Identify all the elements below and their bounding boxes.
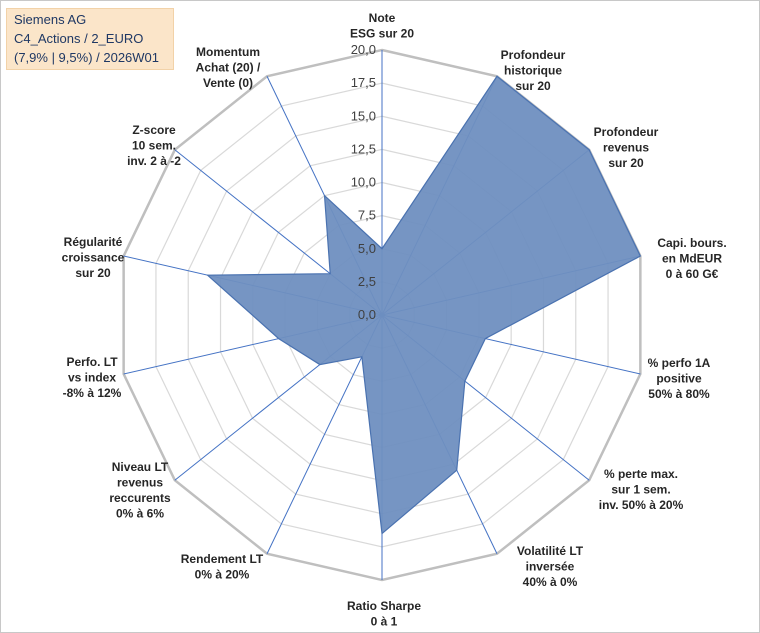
radar-tick-labels: 0,0 2,5 5,0 7,5 10,0 12,5 15,0 17,5 20,0: [351, 42, 376, 322]
axis-label-1: Note ESG sur 20: [350, 11, 414, 41]
axis-label-14: Momentum Achat (20) / Vente (0): [196, 45, 261, 90]
axis-label-9: Rendement LT 0% à 20%: [181, 552, 264, 582]
tick-label: 15,0: [351, 108, 376, 123]
company-name: Siemens AG: [14, 12, 87, 27]
axis-label-13: Z-score 10 sem. inv. 2 à -2: [127, 123, 181, 168]
tick-label: 0,0: [358, 307, 376, 322]
performance-period: (7,9% | 9,5%) / 2026W01: [14, 50, 160, 65]
series-area: [206, 75, 642, 535]
axis-label-10: Niveau LT revenus reccurents 0% à 6%: [109, 460, 171, 521]
axis-label-6: % perte max. sur 1 sem. inv. 50% à 20%: [599, 467, 684, 512]
tick-label: 20,0: [351, 42, 376, 57]
tick-label: 2,5: [358, 274, 376, 289]
radar-series: [206, 75, 642, 535]
tick-label: 10,0: [351, 175, 376, 190]
axis-label-7: Volatilité LT inversée 40% à 0%: [517, 544, 584, 589]
info-box: Siemens AG C4_Actions / 2_EURO (7,9% | 9…: [6, 8, 174, 70]
axis-label-11: Perfo. LT vs index -8% à 12%: [63, 355, 122, 400]
tick-label: 17,5: [351, 75, 376, 90]
axis-label-3: Profondeur revenus sur 20: [594, 125, 659, 170]
tick-label: 7,5: [358, 208, 376, 223]
axis-label-12: Régularité croissance sur 20: [62, 235, 125, 280]
axis-label-4: Capi. bours. en MdEUR 0 à 60 G€: [657, 236, 726, 281]
axis-label-2: Profondeur historique sur 20: [501, 48, 566, 93]
axis-label-8: Ratio Sharpe 0 à 1: [347, 599, 421, 629]
axis-label-5: % perfo 1A positive 50% à 80%: [648, 356, 711, 401]
radar-axis-labels: Note ESG sur 20 Profondeur historique sur 20…: [62, 11, 727, 629]
tick-label: 5,0: [358, 241, 376, 256]
portfolio-category: C4_Actions / 2_EURO: [14, 31, 144, 46]
tick-label: 12,5: [351, 141, 376, 156]
